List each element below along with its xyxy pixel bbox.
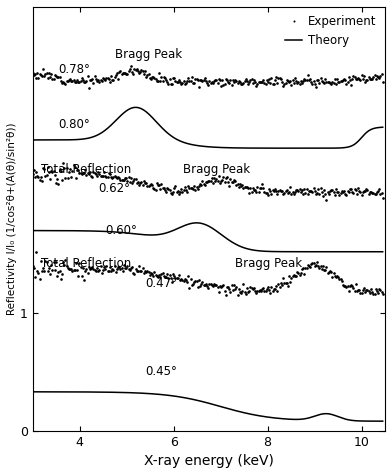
Text: 0.78°: 0.78° (58, 63, 90, 76)
Text: 0.80°: 0.80° (58, 118, 90, 131)
Text: 0.47°: 0.47° (145, 277, 177, 290)
X-axis label: X-ray energy (keV): X-ray energy (keV) (144, 454, 274, 468)
Text: Bragg Peak: Bragg Peak (235, 257, 302, 270)
Text: 0.45°: 0.45° (145, 365, 177, 378)
Text: Bragg Peak: Bragg Peak (115, 48, 182, 60)
Text: Total Reflection: Total Reflection (41, 257, 131, 270)
Y-axis label: Reflectivity I/I₀ (1/cos²θ+(A(θ)/sin²θ)): Reflectivity I/I₀ (1/cos²θ+(A(θ)/sin²θ)) (7, 123, 17, 315)
Text: 0.62°: 0.62° (98, 182, 131, 195)
Text: Bragg Peak: Bragg Peak (183, 163, 250, 176)
Text: 0.60°: 0.60° (105, 224, 137, 237)
Legend: Experiment, Theory: Experiment, Theory (282, 13, 379, 49)
Text: Total Reflection: Total Reflection (41, 163, 131, 176)
